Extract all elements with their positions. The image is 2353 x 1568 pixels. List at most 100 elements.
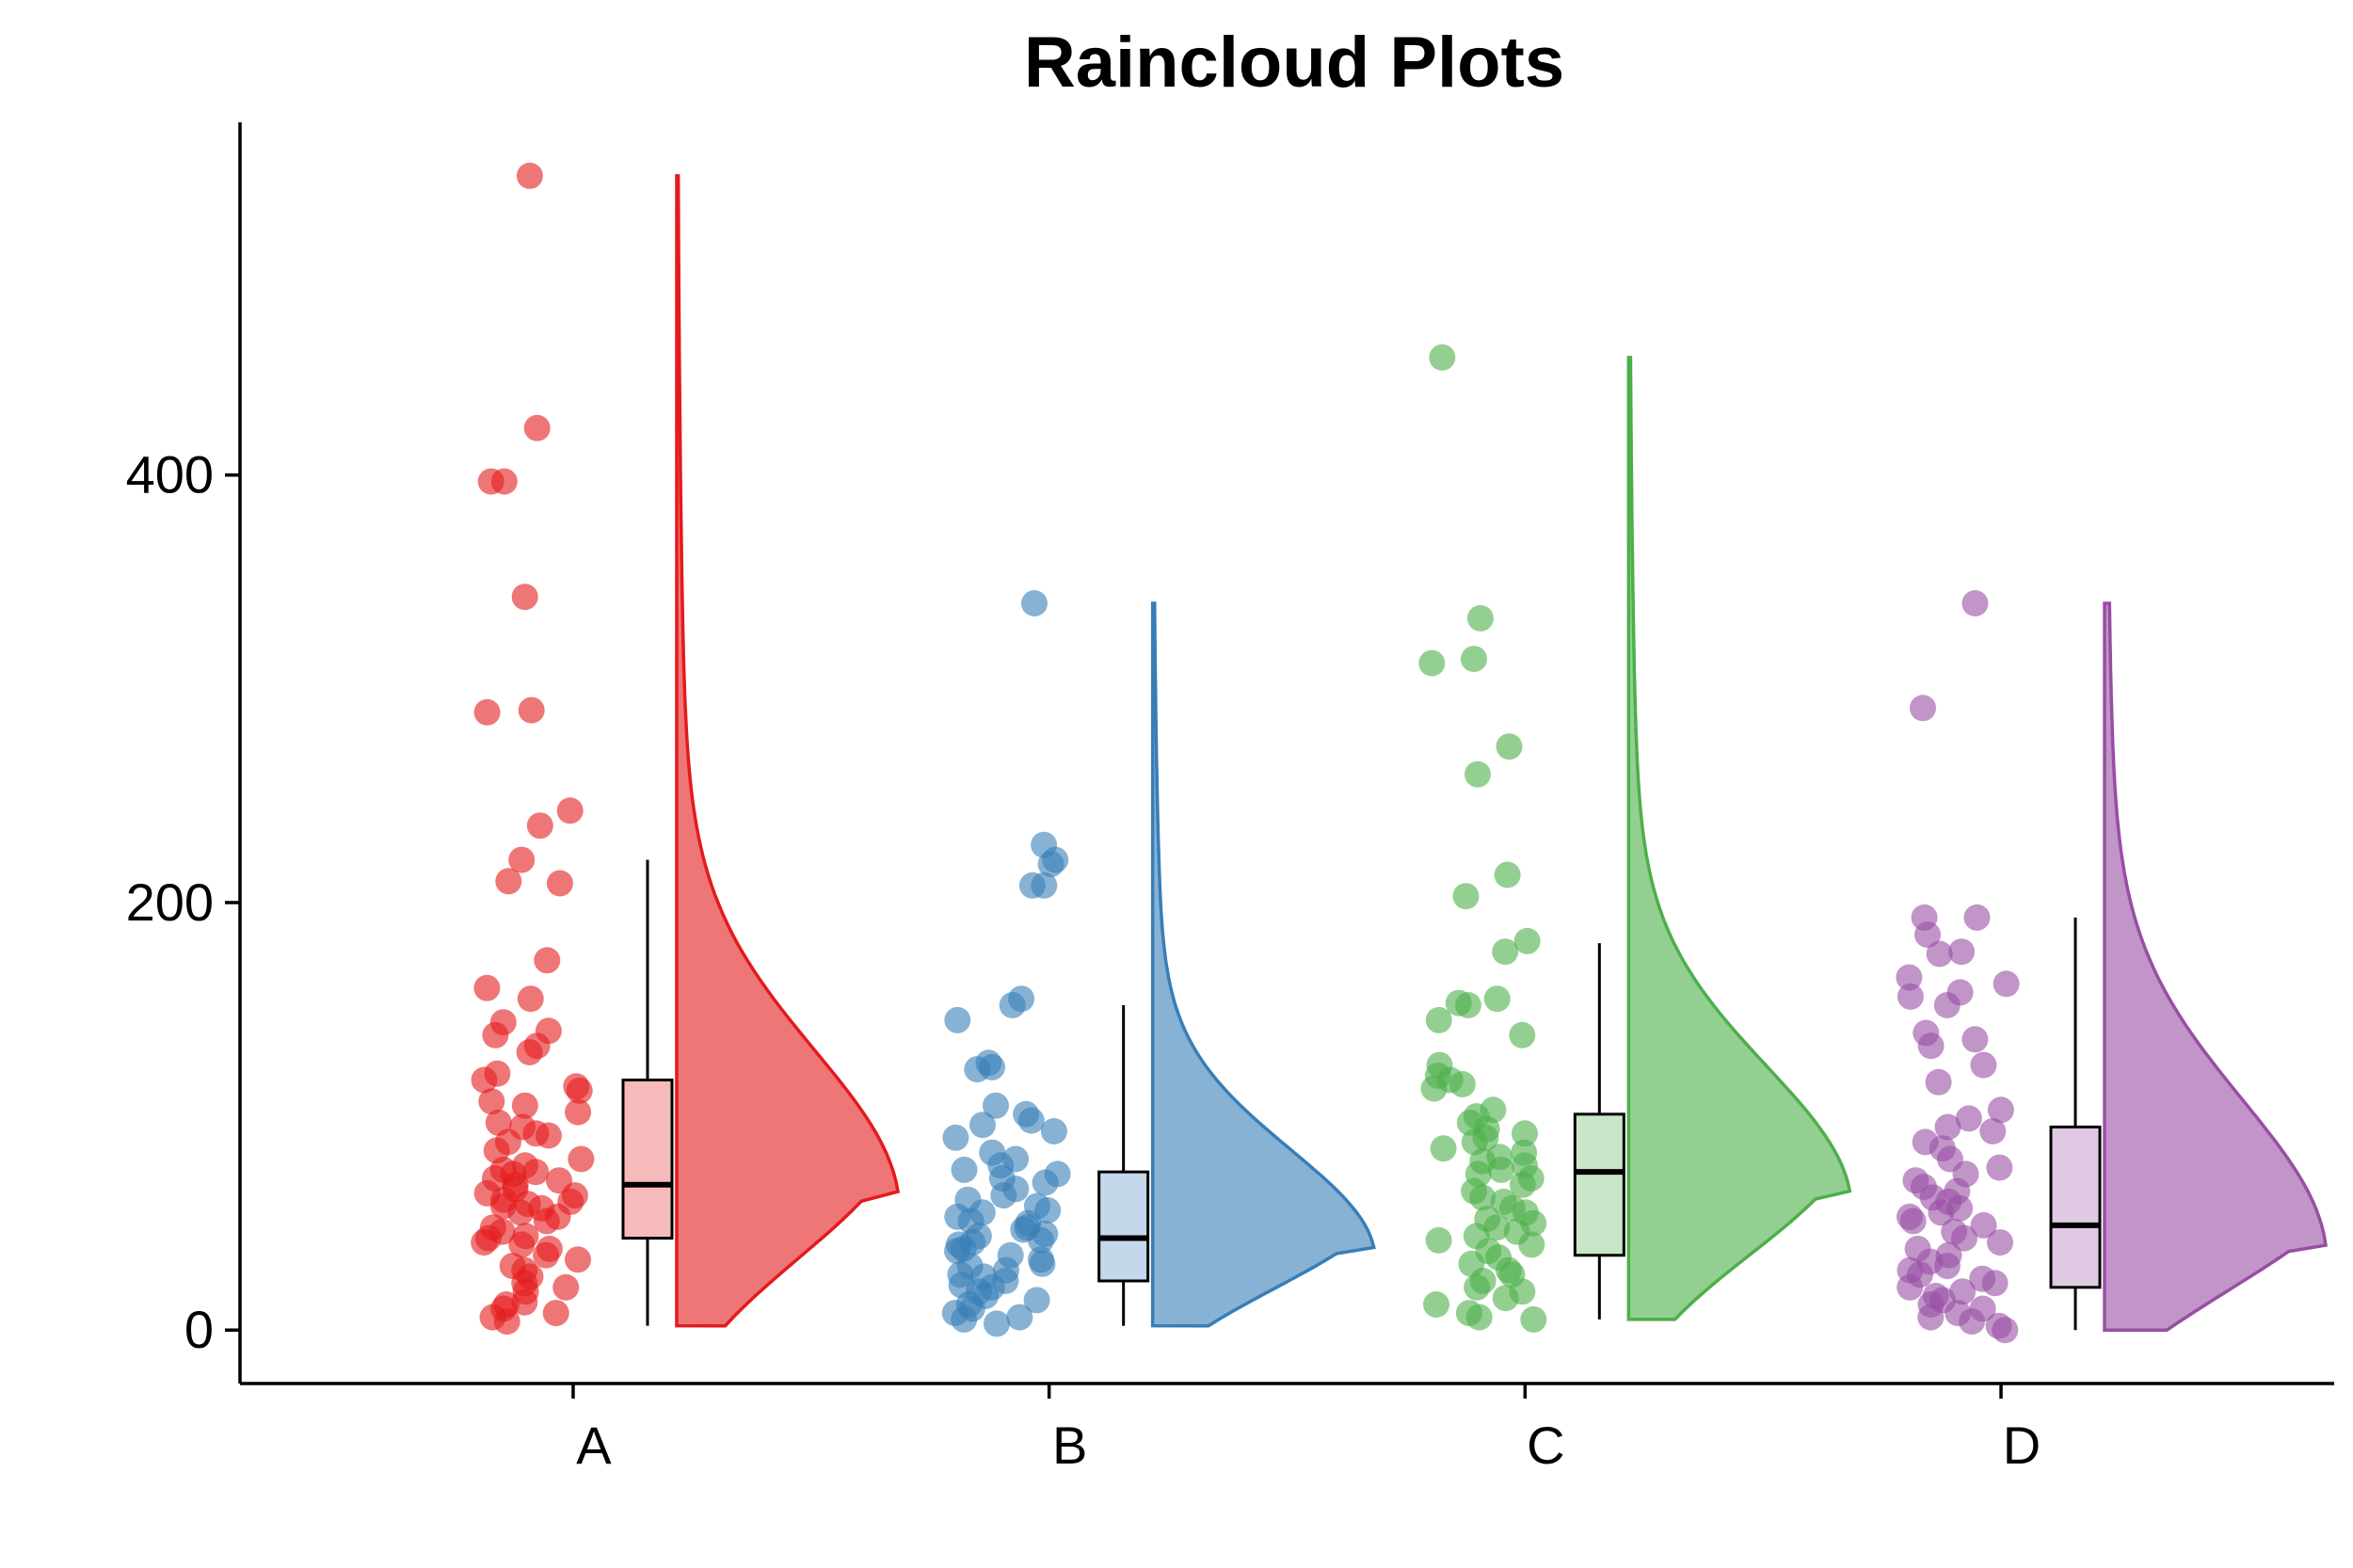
point-a	[568, 1145, 595, 1173]
point-a	[542, 1300, 569, 1327]
box-c	[1573, 1112, 1625, 1257]
point-b	[990, 1182, 1017, 1209]
point-c	[1492, 938, 1519, 966]
point-a	[533, 1208, 560, 1235]
point-b	[983, 1092, 1009, 1119]
point-a	[517, 985, 544, 1013]
point-a	[565, 1098, 592, 1126]
point-d	[1992, 1317, 2019, 1344]
box-b	[1097, 1170, 1150, 1283]
y-tick-label: 200	[126, 872, 214, 932]
x-tick-label-b: B	[1052, 1416, 1087, 1475]
point-b	[1034, 1197, 1062, 1224]
point-c	[1449, 1071, 1476, 1097]
point-d	[1914, 921, 1941, 949]
point-b	[1017, 1107, 1045, 1134]
point-a	[473, 974, 501, 1001]
point-d	[1970, 1051, 1997, 1079]
point-b	[1028, 1226, 1054, 1254]
point-b	[964, 1056, 991, 1083]
point-c	[1512, 1120, 1538, 1147]
point-c	[1513, 927, 1541, 954]
point-a	[516, 1039, 543, 1065]
point-a	[526, 812, 553, 840]
point-d	[1961, 590, 1989, 616]
point-d	[1959, 1308, 1986, 1336]
point-c	[1518, 1231, 1545, 1258]
plot-area	[471, 162, 2328, 1344]
point-d	[1899, 1208, 1927, 1235]
density-a	[675, 174, 901, 1328]
point-c	[1425, 1226, 1452, 1254]
group-d	[1896, 590, 2328, 1344]
point-a	[490, 468, 518, 495]
point-c	[1464, 1273, 1491, 1301]
point-d	[1934, 1113, 1961, 1141]
point-c	[1418, 649, 1446, 677]
point-b	[951, 1305, 978, 1333]
point-d	[1993, 970, 2020, 998]
point-c	[1483, 985, 1511, 1013]
point-b	[951, 1156, 978, 1183]
point-a	[511, 1092, 538, 1119]
point-c	[1465, 760, 1491, 788]
point-b	[942, 1124, 969, 1151]
point-d	[1933, 992, 1961, 1018]
density-d	[2103, 601, 2328, 1332]
group-c	[1418, 344, 1852, 1333]
point-a	[471, 1229, 498, 1256]
point-d	[1948, 938, 1976, 966]
y-tick-label: 0	[184, 1300, 214, 1359]
group-b	[941, 590, 1376, 1337]
density-b	[1150, 601, 1376, 1328]
point-d	[1981, 1270, 2009, 1297]
point-d	[1917, 1304, 1945, 1331]
point-d	[1928, 1199, 1955, 1226]
point-d	[1949, 1278, 1977, 1305]
point-c	[1492, 1285, 1519, 1312]
point-a	[507, 1199, 535, 1226]
point-b	[1006, 1304, 1033, 1331]
group-a	[471, 162, 901, 1336]
point-a	[522, 1159, 550, 1186]
point-c	[1465, 1304, 1493, 1331]
point-b	[999, 992, 1026, 1018]
density-c	[1626, 356, 1852, 1321]
point-a	[546, 870, 573, 897]
point-b	[969, 1112, 996, 1139]
point-a	[534, 947, 561, 974]
point-b	[1023, 1287, 1050, 1314]
point-b	[944, 1006, 971, 1033]
point-c	[1429, 344, 1456, 371]
box-a	[621, 1078, 674, 1240]
point-c	[1466, 604, 1494, 632]
point-a	[516, 162, 543, 189]
point-c	[1509, 1021, 1536, 1048]
point-b	[1018, 872, 1046, 899]
point-c	[1461, 646, 1487, 673]
point-d	[1897, 983, 1924, 1010]
point-b	[1040, 1118, 1067, 1144]
box-d	[2049, 1125, 2102, 1289]
point-b	[1037, 851, 1064, 878]
point-a	[508, 1231, 536, 1258]
point-d	[1910, 695, 1936, 722]
point-d	[1961, 1026, 1989, 1053]
point-d	[1950, 1224, 1977, 1252]
point-a	[556, 797, 584, 824]
point-b	[984, 1310, 1010, 1337]
point-c	[1423, 1291, 1449, 1318]
point-d	[1987, 1096, 2014, 1124]
point-d	[1917, 1032, 1945, 1060]
point-a	[518, 696, 545, 724]
x-tick-label-c: C	[1527, 1416, 1564, 1475]
point-c	[1430, 1135, 1457, 1162]
point-a	[495, 868, 522, 895]
point-d	[1987, 1229, 2013, 1256]
point-d	[1933, 1253, 1961, 1280]
point-c	[1454, 992, 1481, 1018]
point-a	[482, 1021, 509, 1048]
point-d	[1926, 940, 1953, 968]
point-d	[1979, 1118, 2007, 1144]
